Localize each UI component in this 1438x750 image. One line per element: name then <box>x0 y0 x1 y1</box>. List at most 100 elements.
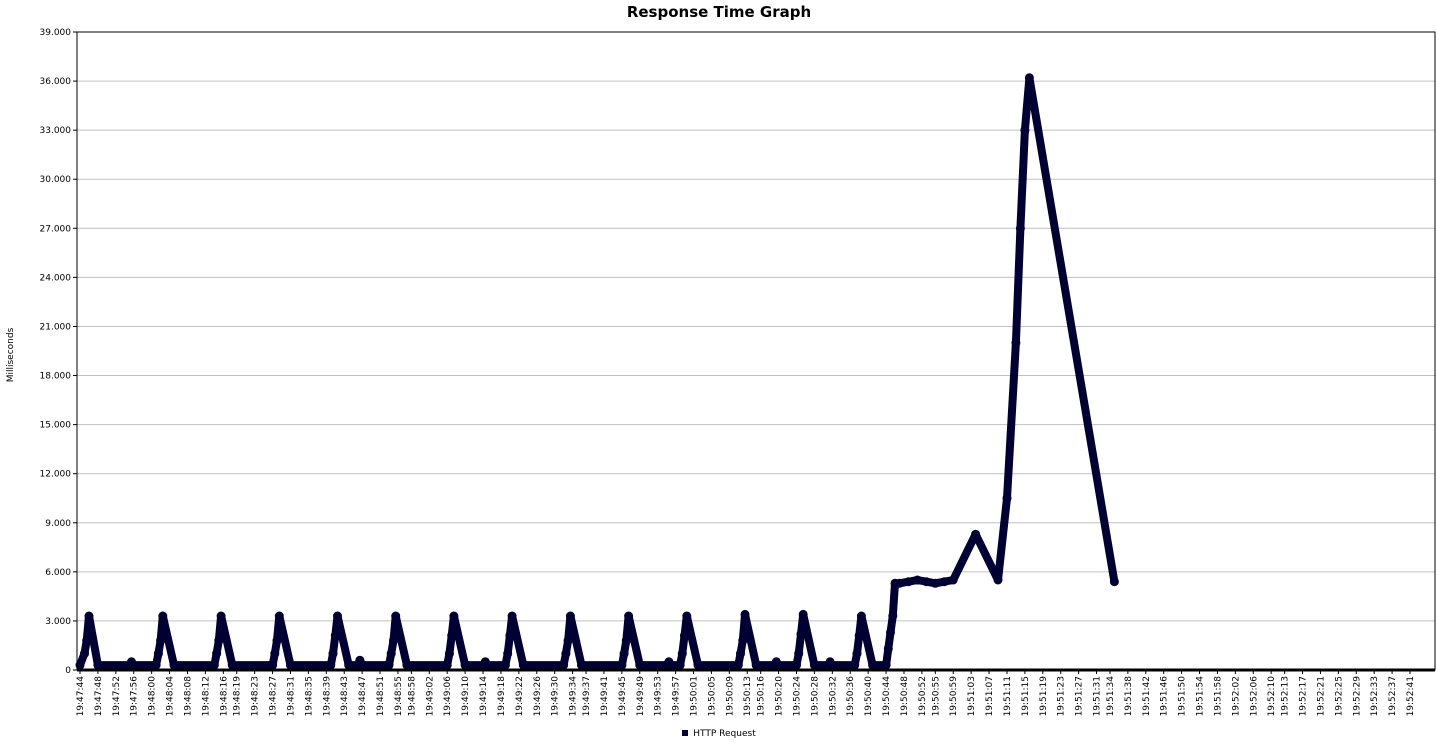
grid-lines <box>77 31 1435 622</box>
data-point <box>854 631 864 641</box>
series-layer <box>75 73 1119 670</box>
data-point <box>153 649 163 659</box>
x-tick-label: 19:51:27 <box>1075 676 1085 716</box>
x-tick-label: 19:49:10 <box>461 676 471 717</box>
data-point <box>677 649 687 659</box>
data-point <box>214 636 224 646</box>
data-point <box>447 631 457 641</box>
data-point <box>682 611 692 621</box>
x-tick-label: 19:51:15 <box>1021 676 1031 716</box>
data-point <box>895 578 904 588</box>
data-point <box>624 611 634 621</box>
data-point <box>904 577 913 587</box>
data-point <box>444 649 454 659</box>
data-point <box>93 660 103 670</box>
x-tick-label: 19:48:27 <box>269 676 279 716</box>
data-point <box>216 611 226 621</box>
data-point <box>402 660 412 670</box>
x-tick-label: 19:52:06 <box>1249 676 1259 717</box>
x-tick-label: 19:49:37 <box>582 676 592 716</box>
x-tick-label: 19:52:10 <box>1267 676 1277 717</box>
data-point <box>268 660 278 670</box>
data-point <box>328 649 338 659</box>
x-tick-label: 19:50:36 <box>846 676 856 717</box>
x-tick-labels: 19:47:44 19:47:48 19:47:52 19:47:56 19:48:00… <box>76 670 1416 716</box>
legend-swatch <box>682 729 689 736</box>
data-point <box>738 636 748 646</box>
x-tick-label: 19:50:20 <box>775 676 785 717</box>
data-point <box>391 611 401 621</box>
x-tick-label: 19:48:19 <box>233 676 243 717</box>
x-tick-label: 19:50:24 <box>792 676 802 717</box>
data-point <box>740 609 750 619</box>
x-tick-label: 19:51:23 <box>1057 676 1067 716</box>
data-point <box>796 629 806 639</box>
data-point <box>948 575 958 585</box>
x-tick-label: 19:51:58 <box>1213 676 1223 717</box>
data-point <box>449 611 459 621</box>
data-point <box>850 660 860 670</box>
data-point <box>156 636 166 646</box>
x-tick-label: 19:51:11 <box>1003 676 1013 716</box>
y-tick-label: 6.000 <box>45 568 71 578</box>
data-point <box>617 660 627 670</box>
x-tick-label: 19:49:02 <box>425 676 435 716</box>
x-tick-label: 19:50:05 <box>707 676 717 716</box>
x-tick-label: 19:48:43 <box>340 676 350 716</box>
x-tick-label: 19:51:54 <box>1196 676 1206 717</box>
x-tick-label: 19:50:52 <box>918 676 928 716</box>
x-tick-label: 19:49:41 <box>600 676 610 716</box>
x-tick-label: 19:51:46 <box>1160 676 1170 717</box>
data-point <box>827 660 837 670</box>
x-tick-label: 19:50:40 <box>864 676 874 717</box>
data-point <box>971 529 981 539</box>
series-line <box>76 73 1119 670</box>
data-point <box>809 660 819 670</box>
data-point <box>386 649 396 659</box>
x-tick-label: 19:51:31 <box>1093 676 1103 716</box>
x-tick-label: 19:50:44 <box>882 676 892 717</box>
data-point <box>619 649 629 659</box>
data-point <box>693 660 703 670</box>
x-tick-label: 19:49:06 <box>443 676 453 717</box>
x-tick-label: 19:52:17 <box>1299 676 1309 716</box>
x-tick-label: 19:49:45 <box>618 676 628 716</box>
legend-label: HTTP Request <box>693 729 756 739</box>
y-tick-label: 12.000 <box>40 470 72 480</box>
data-point <box>330 631 340 641</box>
data-point <box>151 660 161 670</box>
data-point <box>881 660 891 670</box>
x-tick-label: 19:50:55 <box>931 676 941 716</box>
data-point <box>561 649 571 659</box>
x-tick-label: 19:51:03 <box>967 676 977 716</box>
data-point <box>272 636 282 646</box>
y-tick-label: 33.000 <box>40 126 72 136</box>
x-tick-label: 19:48:04 <box>166 676 176 717</box>
data-point <box>227 660 237 670</box>
x-tick-label: 19:50:32 <box>828 676 838 716</box>
x-tick-label: 19:50:13 <box>743 676 753 716</box>
data-point <box>930 578 940 588</box>
x-tick-label: 19:47:48 <box>94 676 104 717</box>
data-point <box>888 611 898 621</box>
data-point <box>794 649 804 659</box>
plot-frame <box>76 31 1436 671</box>
x-tick-label: 19:48:31 <box>286 676 296 716</box>
x-tick-label: 19:49:14 <box>479 676 489 717</box>
data-point <box>912 575 922 585</box>
data-point <box>158 611 168 621</box>
legend: HTTP Request <box>0 729 1438 739</box>
data-point <box>666 660 676 670</box>
y-tick-label: 18.000 <box>40 372 72 382</box>
y-tick-label: 36.000 <box>40 77 72 87</box>
data-point <box>1011 338 1021 348</box>
data-point <box>883 644 893 654</box>
data-point <box>774 660 784 670</box>
data-point <box>357 660 367 670</box>
x-tick-label: 19:51:19 <box>1039 676 1049 717</box>
data-point <box>1020 125 1030 135</box>
data-point <box>209 660 219 670</box>
x-tick-label: 19:48:51 <box>376 676 386 716</box>
x-tick-label: 19:49:53 <box>654 676 664 716</box>
